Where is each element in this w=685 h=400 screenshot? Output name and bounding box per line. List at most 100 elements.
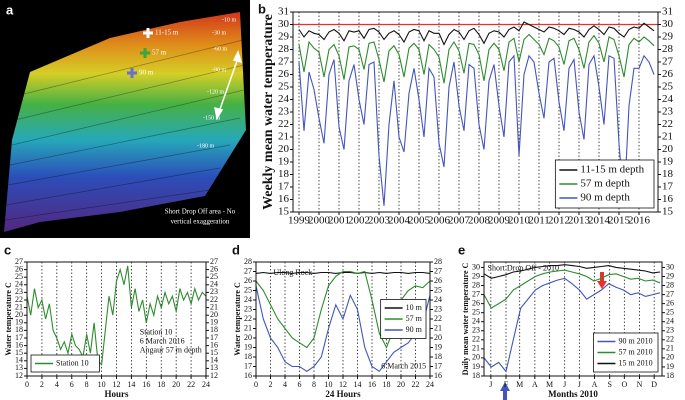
y-tick-label-right: 18 [662,168,674,180]
legend-label: 15 m 2010 [618,358,652,367]
y-tick-label-right: 20 [666,353,674,362]
x-tick-label: 10 [325,380,333,389]
y-tick-label: 12 [15,371,23,380]
annotation-arrow [500,382,510,400]
y-axis-label: Weekly mean water temperature [261,14,276,210]
series-line [483,269,661,309]
y-tick-label-right: 19 [666,362,674,371]
x-tick-label: J [578,380,581,389]
x-tick-label: 2014 [588,215,611,227]
y-tick-label: 28 [278,43,290,55]
y-tick-label: 30 [472,262,480,271]
annotation: Ulong Rock [273,268,312,277]
marker-label: 90 m [139,69,154,77]
y-tick-label-right: 26 [434,276,442,285]
legend-label: 90 m [406,325,423,334]
x-tick-label: 22 [412,380,420,389]
depth-label: -150 m [203,115,220,121]
y-tick-label-right: 20 [434,333,442,342]
panel-letter: a [6,2,14,17]
x-tick-label: 12 [113,380,121,389]
marker-white [143,28,153,38]
plot-frame [292,11,659,213]
marker-blue [127,68,137,78]
x-tick-label: 2016 [628,215,651,227]
y-tick-label: 23 [278,106,290,118]
y-tick-label-right: 16 [434,371,442,380]
caption: Short Drop Off area - No [165,208,236,216]
y-tick-label: 14 [15,356,23,365]
y-tick-label: 25 [15,272,23,281]
series-line [298,21,655,46]
series-line [26,265,207,366]
caption: vertical exaggeration [171,218,230,226]
y-tick-label-right: 25 [210,272,218,281]
depth-label: -60 m [213,46,227,52]
y-tick-label: 13 [15,363,23,372]
y-tick-label: 28 [472,280,480,289]
x-tick-label: 2002 [348,215,370,227]
panel-letter: b [258,1,266,16]
y-tick-label-right: 26 [666,298,674,307]
x-tick-label: 2007 [448,215,471,227]
scale-arrow [214,49,243,120]
marker-green [140,48,150,58]
y-tick-label-right: 27 [210,257,218,266]
x-tick-label: 18 [157,380,165,389]
marker-label: 11-15 m [155,29,179,37]
y-tick-label-right: 20 [210,310,218,319]
y-tick-label: 27 [15,257,23,266]
legend-label: 57 m [406,314,423,323]
y-axis-label: Water temperature C [4,282,13,356]
y-tick-label-right: 25 [666,307,674,316]
y-tick-label: 24 [472,317,480,326]
x-tick-label: 18 [383,380,391,389]
y-tick-label: 18 [244,352,252,361]
depth-labels: -10 m -30 m -60 m -90 m -120 m -150 m -1… [197,17,236,149]
y-tick-label-right: 15 [662,206,674,218]
y-tick-label: 29 [278,31,290,43]
panel-letter: d [232,242,240,257]
x-tick-label: A [532,380,538,389]
depth-label: -180 m [197,143,214,149]
y-tick-label-right: 24 [666,317,674,326]
x-tick-label: 2013 [568,215,591,227]
x-tick-label: 2001 [328,215,350,227]
y-tick-label-right: 18 [210,325,218,334]
series-line [255,285,431,373]
y-tick-label: 21 [472,344,480,353]
y-tick-label: 25 [278,81,290,93]
x-axis-label: Hours [104,389,129,399]
x-tick-label: 2011 [528,215,550,227]
x-tick-label: 2003 [368,215,391,227]
x-tick-label: 14 [127,380,135,389]
x-tick-label: 2012 [548,215,570,227]
annotation: 6 March 2016 [140,337,185,346]
y-tick-label-right: 20 [662,143,674,155]
depth-label: -10 m [222,17,236,23]
y-tick-label-right: 22 [210,295,218,304]
y-tick-label: 26 [244,276,252,285]
y-axis-label: Water temperature C [233,282,242,356]
y-tick-label: 21 [15,302,23,311]
y-tick-label: 17 [244,361,252,370]
y-axis-label: Daily mean water temperature C [461,262,470,375]
y-tick-label-right: 27 [666,289,674,298]
x-tick-label: 24 [202,380,210,389]
y-tick-label: 22 [472,335,480,344]
y-tick-label-right: 17 [434,361,442,370]
x-tick-label: 10 [98,380,106,389]
y-tick-label: 18 [15,325,23,334]
x-tick-label: 0 [254,380,258,389]
plot-frame [255,261,431,377]
y-tick-label: 15 [278,206,290,218]
y-tick-label-right: 16 [662,193,674,205]
x-tick-label: D [651,380,657,389]
annotation: 6 March 2015 [381,362,426,371]
y-tick-label-right: 17 [662,181,674,193]
y-tick-label-right: 28 [666,280,674,289]
x-tick-label: J [563,380,566,389]
y-tick-label-right: 26 [662,68,674,80]
